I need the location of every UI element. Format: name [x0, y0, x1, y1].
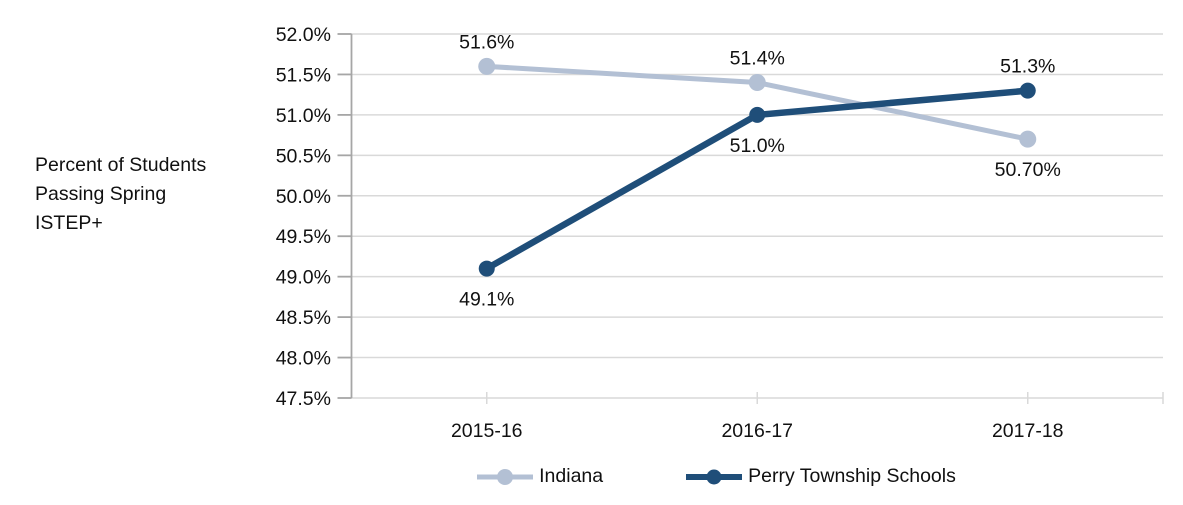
y-tick-label: 51.0%: [276, 105, 331, 127]
data-point-label: 51.3%: [1000, 56, 1055, 78]
data-point-marker: [478, 260, 495, 277]
y-tick-label: 49.0%: [276, 267, 331, 289]
y-axis-title: Percent of Students Passing Spring ISTEP…: [35, 151, 206, 238]
data-point-label: 51.4%: [730, 48, 785, 70]
y-tick-label: 51.5%: [276, 64, 331, 86]
data-point-label: 51.0%: [730, 135, 785, 157]
data-point-label: 49.1%: [459, 289, 514, 311]
data-point-marker: [748, 74, 766, 92]
data-point-marker: [749, 106, 766, 123]
chart-legend: Indiana Perry Township Schools: [310, 465, 1122, 488]
data-point-marker: [1019, 82, 1036, 99]
legend-item-indiana: Indiana: [476, 465, 603, 488]
y-tick-label: 48.5%: [276, 307, 331, 329]
legend-marker-indiana: [477, 468, 534, 485]
legend-marker-perry-township: [686, 469, 743, 484]
y-tick-label: 50.5%: [276, 145, 331, 167]
data-point-marker: [1019, 130, 1037, 148]
data-point-label: 51.6%: [459, 31, 514, 53]
legend-item-perry-township: Perry Township Schools: [685, 465, 956, 488]
legend-label-perry-township: Perry Township Schools: [748, 465, 956, 487]
x-tick-label: 2015-16: [451, 420, 523, 442]
y-tick-label: 48.0%: [276, 348, 331, 370]
line-chart: 52.0% 51.5% 51.0% 50.5% 50.0% 49.5% 49.0% 48.5%…: [276, 24, 1164, 442]
legend-label-indiana: Indiana: [539, 465, 604, 487]
x-tick-label: 2016-17: [721, 420, 793, 442]
x-tick-label: 2017-18: [992, 420, 1064, 442]
y-tick-label: 52.0%: [276, 24, 331, 46]
y-tick-label: 49.5%: [276, 226, 331, 248]
y-tick-label: 50.0%: [276, 186, 331, 208]
y-tick-label: 47.5%: [276, 388, 331, 410]
data-point-label: 50.70%: [995, 159, 1061, 181]
y-axis-title-line: ISTEP+: [35, 212, 103, 234]
data-point-marker: [478, 57, 496, 75]
y-axis-title-line: Passing Spring: [35, 183, 167, 205]
y-axis-title-line: Percent of Students: [35, 154, 207, 176]
